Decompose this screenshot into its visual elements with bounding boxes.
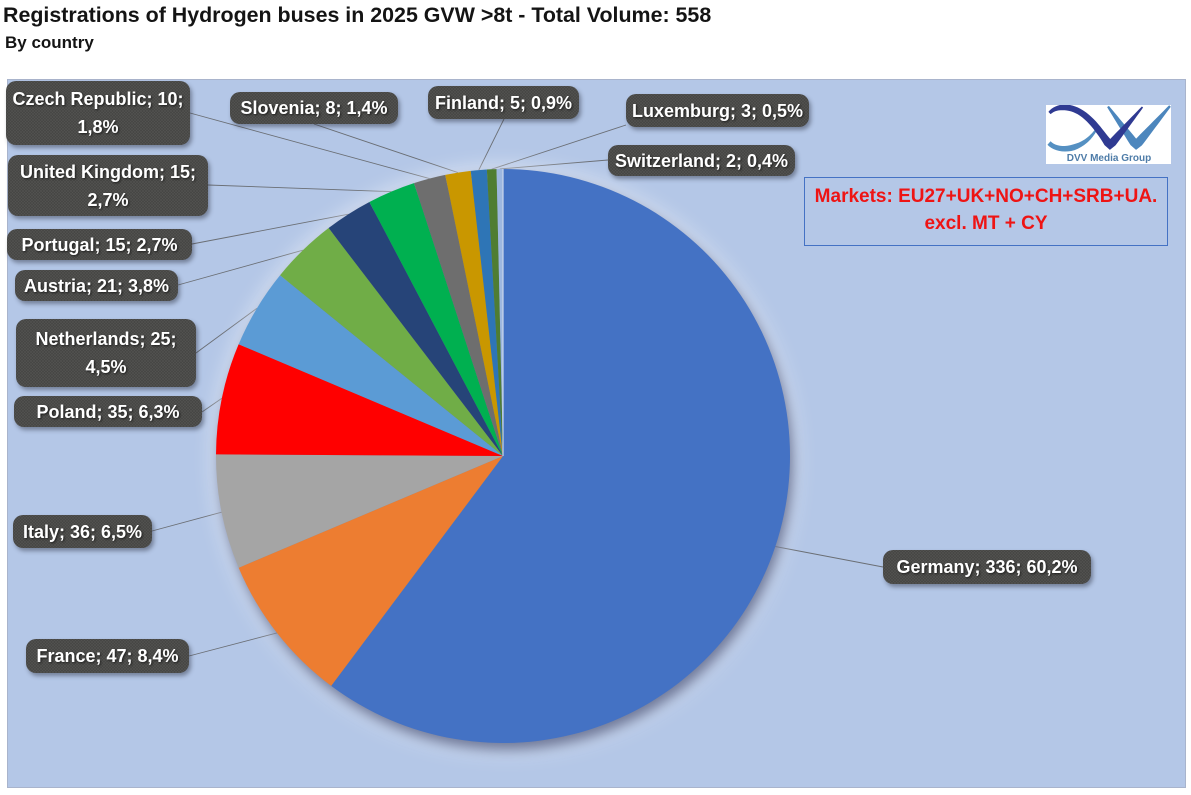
svg-text:DVV Media Group: DVV Media Group — [1067, 153, 1151, 164]
